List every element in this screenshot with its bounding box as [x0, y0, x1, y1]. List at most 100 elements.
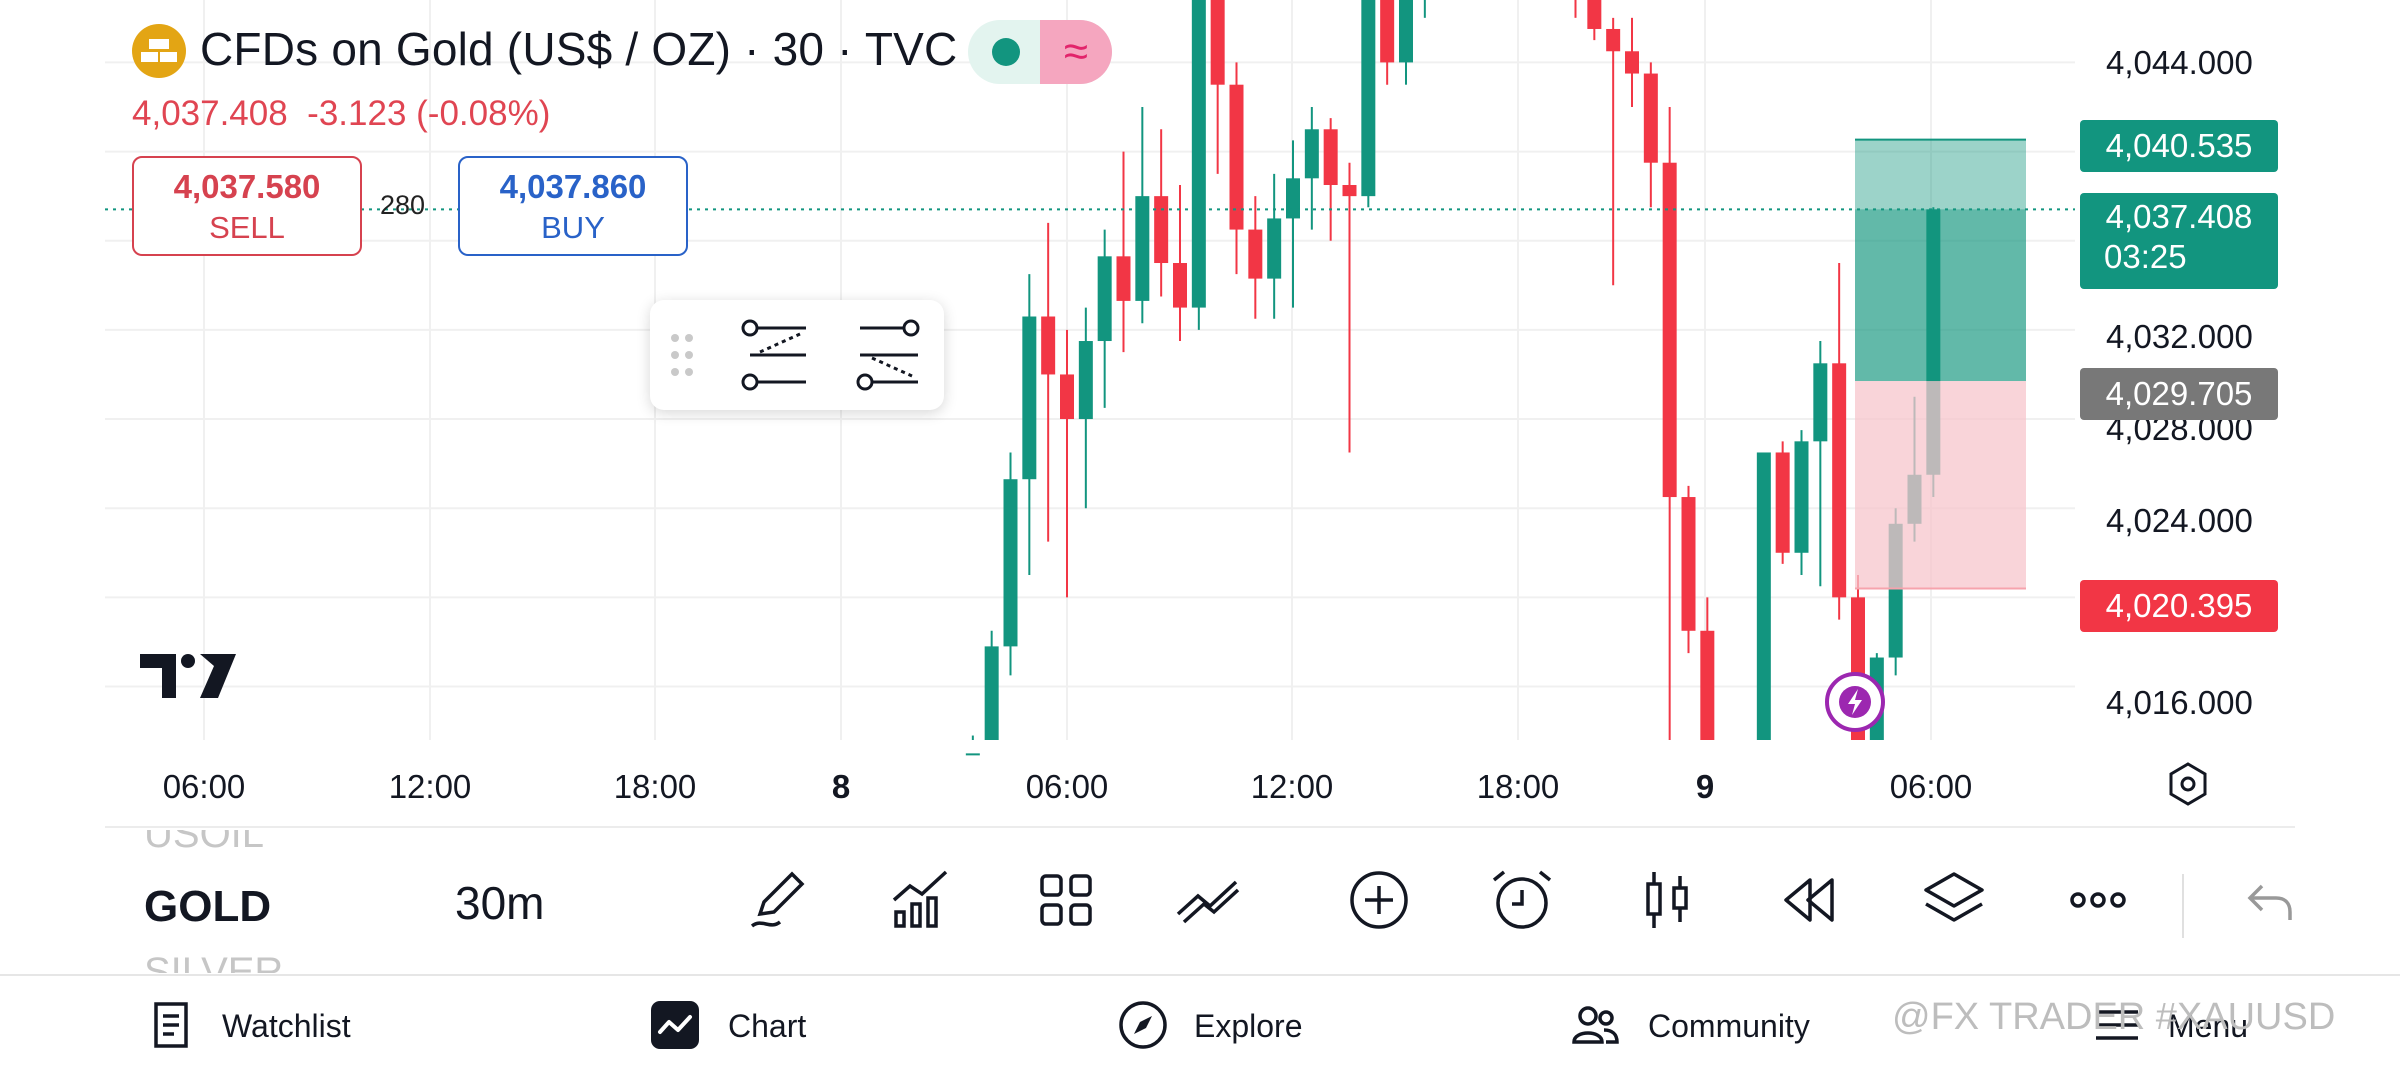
interval-selector[interactable]: 30m [455, 877, 545, 929]
candle [1606, 17, 1621, 286]
grid-icon[interactable] [1032, 866, 1100, 934]
people-icon[interactable] [1570, 1000, 1620, 1050]
candle-body [1173, 263, 1187, 308]
menu-icon[interactable] [2092, 1000, 2142, 1050]
candle [1173, 185, 1187, 342]
alert-bolt-icon[interactable] [1824, 671, 1886, 733]
market-open-dot-icon [992, 38, 1020, 66]
time-tick: 12:00 [1250, 768, 1334, 805]
gold-bars-icon [132, 24, 186, 78]
floating-drawing-toolbox[interactable] [650, 300, 944, 410]
buy-price: 4,037.860 [499, 168, 647, 205]
filled-profit-zone [1855, 209, 2026, 382]
last-price: 4,037.408 [132, 94, 288, 133]
candle-body [1813, 363, 1828, 442]
layers-icon[interactable] [1920, 866, 1988, 934]
time-tick: 06:00 [162, 768, 246, 805]
candle-body [1700, 630, 1715, 740]
candle [965, 735, 980, 756]
candle [1078, 307, 1093, 509]
candle [1342, 162, 1357, 453]
alarm-icon[interactable] [1488, 866, 1556, 934]
candle [1813, 341, 1828, 587]
candle [1574, 0, 1577, 18]
candle-body [1191, 0, 1206, 308]
target-price-tag: 4,040.535 [2080, 120, 2278, 172]
candle-body [1756, 452, 1771, 740]
symbol-current[interactable]: GOLD [144, 882, 272, 931]
candle [1423, 0, 1426, 18]
candle [1116, 151, 1131, 353]
candle [1643, 62, 1658, 208]
nav-menu[interactable]: Menu [2168, 1008, 2249, 1044]
chart-icon[interactable] [650, 1000, 700, 1050]
nav-explore[interactable]: Explore [1194, 1008, 1303, 1044]
candle-body [1662, 162, 1677, 498]
candle [1399, 0, 1413, 85]
replay-icon[interactable] [1776, 866, 1844, 934]
pencil-icon[interactable] [746, 866, 814, 934]
candle [1022, 274, 1037, 576]
loss-zone [1855, 381, 2026, 589]
sell-price: 4,037.580 [173, 168, 321, 205]
stop-price-tag: 4,020.395 [2080, 580, 2278, 632]
toolbar-divider [2182, 874, 2184, 938]
nav-chart[interactable]: Chart [728, 1008, 807, 1044]
candle-body [1380, 0, 1395, 63]
spread-value: 280 [380, 190, 426, 220]
candle-body [1286, 178, 1300, 219]
add-icon[interactable] [1345, 866, 1413, 934]
candle-body [1606, 28, 1621, 52]
candle-body [1681, 497, 1696, 631]
list-icon[interactable] [146, 1000, 196, 1050]
candle-body [1625, 51, 1639, 74]
candle-body [1003, 479, 1018, 647]
candlestick-icon[interactable] [1634, 866, 1702, 934]
wave-icon: ≈ [1040, 20, 1112, 84]
time-tick: 12:00 [388, 768, 472, 805]
candle-body [1097, 256, 1112, 342]
current-price: 4,037.408 [2105, 198, 2253, 235]
time-tick: 06:00 [1889, 768, 1973, 805]
candle [1662, 106, 1677, 740]
undo-icon[interactable] [2236, 866, 2304, 934]
candle [1286, 140, 1300, 308]
price-change: -3.123 (-0.08%) [307, 94, 551, 133]
chart-settings-icon[interactable] [2164, 760, 2212, 808]
watermark-text: @FX TRADER #XAUUSD [1892, 996, 2336, 1038]
candle [1248, 196, 1263, 319]
profit-zone [1855, 139, 2026, 382]
nav-community[interactable]: Community [1648, 1008, 1810, 1044]
buy-label: BUY [541, 210, 605, 245]
compass-icon[interactable] [1118, 1000, 1168, 1050]
sell-button[interactable]: 4,037.580 SELL [132, 156, 362, 256]
buy-button[interactable]: 4,037.860 BUY [458, 156, 688, 256]
time-tick-day: 8 [831, 768, 851, 805]
entry-price-tag: 4,029.705 [2080, 368, 2278, 420]
sell-label: SELL [209, 210, 285, 245]
more-icon[interactable] [2064, 866, 2132, 934]
candle-body [1041, 316, 1056, 375]
market-status-pill[interactable]: ≈ [968, 20, 1112, 84]
candle-body [1116, 256, 1131, 301]
candle-body [1022, 316, 1037, 480]
candle [1229, 62, 1244, 275]
candle-body [1135, 196, 1150, 301]
candle [1097, 229, 1112, 408]
candle-body [1154, 196, 1169, 264]
candle-body [965, 753, 980, 756]
price-tick: 4,024.000 [2106, 502, 2253, 539]
nav-watchlist[interactable]: Watchlist [222, 1008, 351, 1044]
indicators-icon[interactable] [888, 866, 956, 934]
drawing-tools-icon[interactable] [1174, 866, 1242, 934]
candle [1832, 263, 1847, 620]
symbol-title[interactable]: CFDs on Gold (US$ / OZ) · 30 · TVC [200, 23, 958, 75]
symbol-prev[interactable]: USOIL [144, 812, 265, 856]
candle [1060, 329, 1074, 598]
symbol-next[interactable]: SILVER [144, 950, 284, 994]
price-change-line: 4,037.408 -3.123 (-0.08%) [132, 94, 550, 134]
candle [1361, 0, 1376, 208]
candle [1210, 0, 1225, 174]
price-tick: 4,032.000 [2106, 318, 2253, 355]
